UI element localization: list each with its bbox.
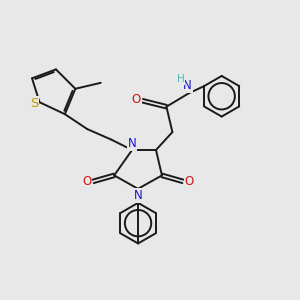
Text: O: O [82, 175, 91, 188]
Text: H: H [177, 74, 184, 84]
Text: O: O [131, 93, 141, 106]
Text: S: S [30, 97, 38, 110]
Text: N: N [134, 189, 142, 202]
Text: N: N [128, 137, 136, 150]
Text: O: O [185, 175, 194, 188]
Text: N: N [183, 79, 192, 92]
